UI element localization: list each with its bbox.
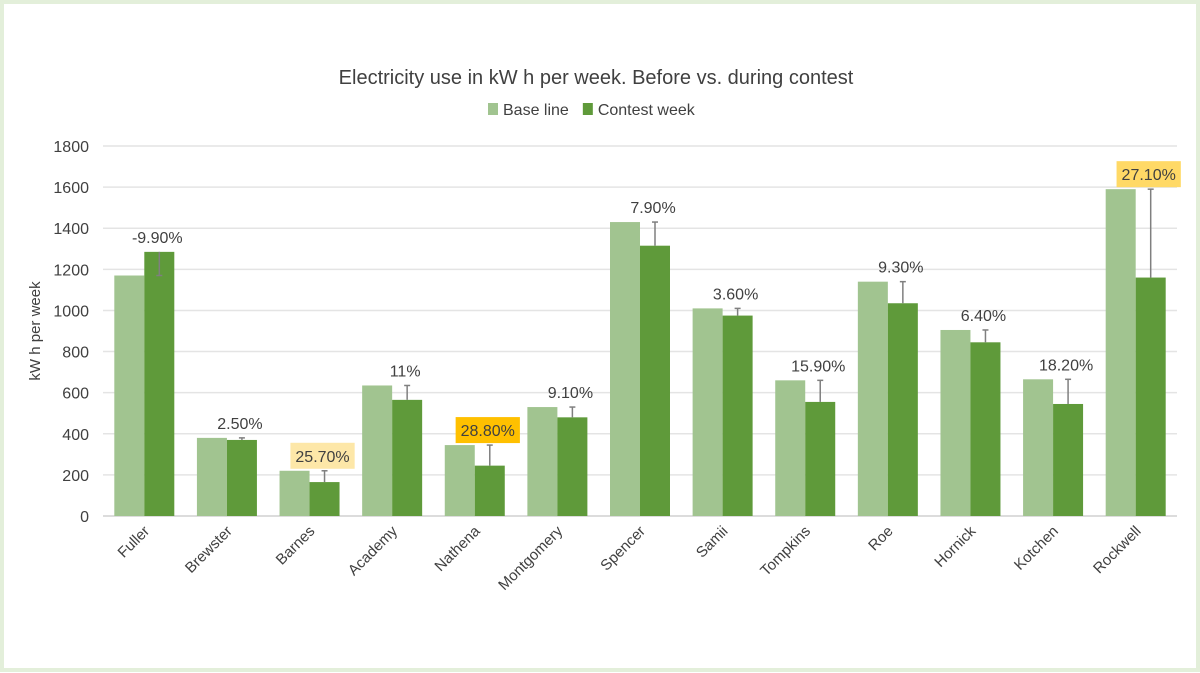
bar-contest-week [392,399,423,516]
data-label-group: 9.30% [878,260,923,277]
data-label: 11% [390,363,421,380]
bar-base-line [114,275,145,516]
legend-entry: Contest week [598,102,696,119]
data-label-group: 27.10% [1116,161,1181,188]
y-tick-label: 800 [62,345,89,362]
chart-title: Electricity use in kW h per week. Before… [339,67,854,89]
bar-contest-week [970,342,1001,516]
bar-chart: Electricity use in kW h per week. Before… [27,67,1181,594]
data-label: 15.90% [791,358,845,375]
x-tick-label: Brewster [182,523,236,577]
legend-entry: Base line [503,102,569,119]
bar-contest-week [722,315,753,516]
bar-contest-week [309,482,340,516]
y-tick-label: 1400 [53,221,89,238]
legend: Base line Contest week [488,102,696,119]
y-tick-label: 600 [62,386,89,403]
bar-base-line [692,308,723,516]
x-tick-label: Roe [865,523,896,554]
x-tick-label: Barnes [273,523,319,569]
data-label: 7.90% [630,200,675,217]
data-label-group: 6.40% [961,308,1006,325]
bar-contest-week [1053,403,1084,516]
data-label-highlight [290,442,355,469]
data-label: 25.70% [295,449,349,466]
y-tick-label: 200 [62,468,89,485]
bar-contest-week [557,417,588,516]
data-label-group: 15.90% [791,358,845,375]
data-label-highlight [455,417,520,444]
data-label-group: 28.80% [455,417,520,444]
bar-contest-week [1135,277,1166,516]
y-tick-label: 0 [80,509,89,526]
y-tick-label: 1200 [53,262,89,279]
x-tick-label: Rockwell [1090,523,1144,577]
x-tick-label: Montgomery [495,522,566,593]
data-label-group: 7.90% [630,200,675,217]
bar-contest-week [887,303,918,516]
x-tick-label: Nathena [431,522,484,575]
bar-contest-week [144,251,175,516]
bar-base-line [775,380,806,516]
data-label: 28.80% [461,423,515,440]
legend-swatch [488,103,498,115]
data-label: 2.50% [217,416,262,433]
bar-base-line [362,385,393,516]
data-label-group: 25.70% [290,442,355,469]
bar-base-line [1105,189,1136,516]
data-label: 9.10% [548,385,593,402]
x-tick-label: Samii [693,523,732,562]
x-tick-label: Fuller [115,523,154,562]
bar-base-line [857,281,888,516]
data-label: 6.40% [961,308,1006,325]
y-tick-label: 400 [62,427,89,444]
data-label-group: 18.20% [1039,357,1093,374]
bar-contest-week [474,465,505,516]
data-label-group: 9.10% [548,385,593,402]
bar-contest-week [805,401,836,516]
x-tick-label: Tompkins [757,523,814,580]
y-tick-label: 1000 [53,303,89,320]
bar-base-line [610,222,640,517]
bar-contest-week [226,439,257,516]
data-label: -9.90% [132,230,183,247]
data-label: 9.30% [878,260,923,277]
bar-base-line [444,445,475,516]
bar-contest-week [640,245,670,516]
bar-base-line [279,470,310,516]
data-label-group: 11% [390,363,421,380]
data-label-highlight [1116,161,1181,188]
bar-base-line [527,407,558,516]
data-label: 18.20% [1039,357,1093,374]
x-tick-label: Spencer [597,523,649,575]
x-tick-label: Kotchen [1011,523,1062,574]
y-axis-label: kW h per week [27,281,44,381]
legend-swatch [582,103,593,115]
data-label-group: -9.90% [132,230,183,247]
data-label: 27.10% [1122,167,1176,184]
bar-base-line [940,329,971,516]
x-tick-label: Hornick [931,522,979,570]
data-label-group: 2.50% [217,416,262,433]
bar-base-line [196,437,227,516]
bar-base-line [1023,379,1054,516]
y-tick-label: 1800 [53,139,89,156]
y-tick-label: 1600 [53,180,89,197]
data-label: 3.60% [713,286,758,303]
x-tick-label: Academy [345,522,402,579]
data-label-group: 3.60% [713,286,758,303]
